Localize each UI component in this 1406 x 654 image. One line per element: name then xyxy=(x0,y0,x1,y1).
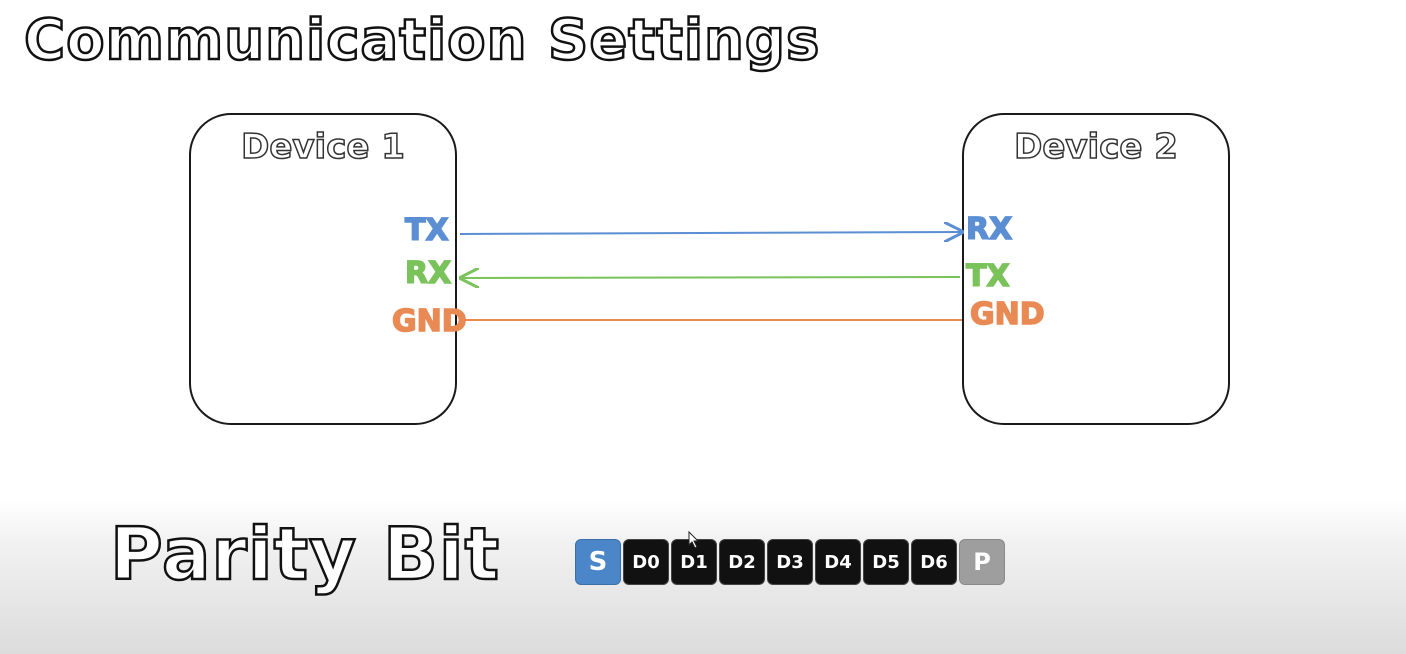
device-2-tx-pin: TX xyxy=(965,258,1010,295)
device-2-box: Device 2 xyxy=(962,113,1230,425)
parity-bit: P xyxy=(959,539,1005,585)
data-bit-6: D6 xyxy=(911,539,957,585)
device-2-label: Device 2 xyxy=(1013,126,1178,168)
data-bit-5: D5 xyxy=(863,539,909,585)
data-bit-0: D0 xyxy=(623,539,669,585)
page-title: Communication Settings xyxy=(23,7,821,75)
parity-heading: Parity Bit xyxy=(109,511,501,598)
device-1-tx-pin: TX xyxy=(404,212,449,249)
tx-to-rx-return-wire xyxy=(461,277,961,278)
device-1-label: Device 1 xyxy=(240,126,405,168)
mouse-cursor-icon xyxy=(688,531,700,549)
data-bit-2: D2 xyxy=(719,539,765,585)
data-bit-4: D4 xyxy=(815,539,861,585)
start-bit: S xyxy=(575,539,621,585)
device-1-rx-pin: RX xyxy=(404,255,452,292)
device-2-gnd-pin: GND xyxy=(969,296,1045,333)
data-bit-3: D3 xyxy=(767,539,813,585)
device-1-gnd-pin: GND xyxy=(391,303,467,340)
device-2-rx-pin: RX xyxy=(965,211,1013,248)
tx-to-rx-wire xyxy=(459,232,962,234)
device-1-box: Device 1 xyxy=(189,113,457,425)
data-frame: S D0 D1 D2 D3 D4 D5 D6 P xyxy=(575,539,1007,585)
